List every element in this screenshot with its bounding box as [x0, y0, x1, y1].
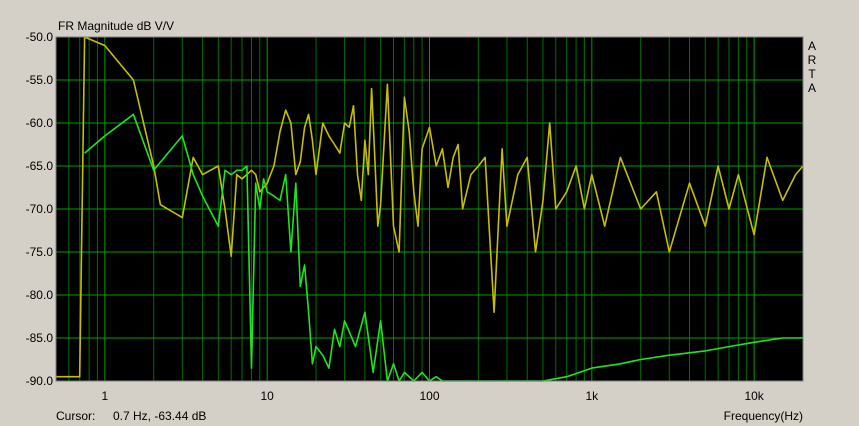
cursor-readout: 0.7 Hz, -63.44 dB	[113, 409, 207, 423]
brand-letter: A	[808, 39, 816, 53]
brand-letter: A	[808, 81, 816, 95]
y-tick-label: -75.0	[26, 245, 54, 259]
y-tick-label: -60.0	[26, 116, 54, 130]
brand-letters: A R T A	[808, 39, 817, 95]
y-tick-label: -70.0	[26, 202, 54, 216]
x-axis-title: Frequency(Hz)	[723, 409, 803, 423]
grid	[56, 37, 803, 381]
x-axis-ticks: 1 10 100 1k 10k	[102, 389, 765, 403]
series-green-line	[84, 113, 803, 382]
y-tick-label: -80.0	[26, 288, 54, 302]
y-tick-label: -65.0	[26, 159, 54, 173]
y-axis-ticks: -50.0 -55.0 -60.0 -65.0 -70.0 -75.0 -80.0 -85.0…	[26, 30, 54, 388]
brand-letter: T	[808, 67, 816, 81]
chart-title: FR Magnitude dB V/V	[58, 19, 174, 33]
plot-border	[55, 36, 804, 382]
x-tick-label: 10	[261, 389, 275, 403]
cursor-label: Cursor:	[56, 409, 96, 423]
series-yellow-line	[56, 36, 804, 378]
y-tick-label: -90.0	[26, 374, 54, 388]
x-tick-label: 1	[102, 389, 109, 403]
x-tick-label: 1k	[585, 389, 599, 403]
brand-letter: R	[808, 53, 817, 67]
y-tick-label: -50.0	[26, 30, 54, 44]
series-layer	[56, 36, 804, 382]
y-tick-label: -55.0	[26, 73, 54, 87]
x-tick-label: 100	[419, 389, 439, 403]
x-tick-label: 10k	[744, 389, 764, 403]
y-tick-label: -85.0	[26, 331, 54, 345]
